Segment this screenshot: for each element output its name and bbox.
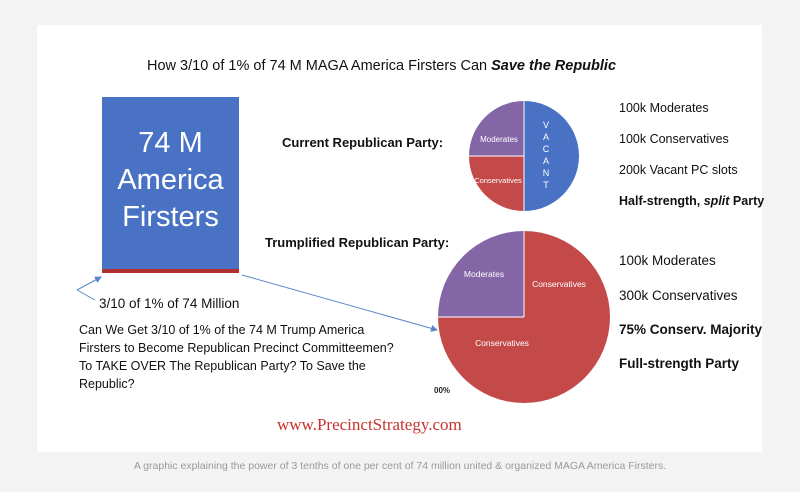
america-firsters-box: 74 M America Firsters xyxy=(102,97,239,273)
arrow-to-box xyxy=(76,276,102,291)
question-1: Can We Get 3/10 of 1% of the 74 M Trump … xyxy=(79,323,394,355)
conservatives-slice xyxy=(469,156,524,211)
percent-corner-label: 00% xyxy=(434,386,450,395)
slide: How 3/10 of 1% of 74 M MAGA America Firs… xyxy=(37,25,765,452)
question-2: To TAKE OVER The Republican Party? To Sa… xyxy=(79,359,366,391)
slide-title: How 3/10 of 1% of 74 M MAGA America Firs… xyxy=(147,58,617,74)
trumplified-party-pie: Moderates Conservatives Conservatives 00… xyxy=(434,231,610,403)
box-line-1: 74 M xyxy=(138,127,203,159)
website-link[interactable]: www.PrecinctStrategy.com xyxy=(277,415,462,434)
conservative-majority-label: 75% Conserv. Majority xyxy=(619,322,763,337)
fraction-label: 3/10 of 1% of 74 Million xyxy=(99,296,240,311)
conservatives-label-top: Conservatives xyxy=(532,279,586,289)
current-summary: Half-strength, split Party xyxy=(619,194,765,208)
vacant-letter: N xyxy=(543,168,550,178)
vacant-letter: V xyxy=(543,120,549,130)
vacant-letter: T xyxy=(543,180,549,190)
conservatives-label-main: Conservatives xyxy=(475,338,529,348)
title-emphasis: Save the Republic xyxy=(491,58,617,74)
trumplified-party-label: Trumplified Republican Party: xyxy=(265,235,450,250)
questions: Can We Get 3/10 of 1% of the 74 M Trump … xyxy=(79,321,409,393)
full-strength-label: Full-strength Party xyxy=(619,356,740,371)
moderates-slice-small xyxy=(438,231,524,317)
box-line-2: America xyxy=(117,164,224,196)
image-caption: A graphic explaining the power of 3 tent… xyxy=(133,460,667,472)
current-legend-3: 200k Vacant PC slots xyxy=(619,163,738,177)
arrow-tail xyxy=(76,289,96,301)
moderates-label-2: Moderates xyxy=(464,269,504,279)
current-legend-1: 100k Moderates xyxy=(619,101,709,115)
trumplified-legend-1: 100k Moderates xyxy=(619,253,716,268)
trumplified-legend-2: 300k Conservatives xyxy=(619,288,738,303)
vacant-letter: A xyxy=(543,132,549,142)
vacant-letter: A xyxy=(543,156,549,166)
moderates-label: Moderates xyxy=(480,135,518,144)
vacant-letter: C xyxy=(543,144,550,154)
moderates-slice xyxy=(469,101,524,156)
arrow-to-pie xyxy=(241,274,438,332)
current-legend-2: 100k Conservatives xyxy=(619,132,729,146)
arrows xyxy=(76,274,438,332)
vacant-slice xyxy=(524,101,579,211)
current-party-label: Current Republican Party: xyxy=(282,135,444,150)
conservatives-label: Conservatives xyxy=(474,176,522,185)
split-emphasis: split xyxy=(703,194,730,208)
box-line-3: Firsters xyxy=(122,201,219,233)
